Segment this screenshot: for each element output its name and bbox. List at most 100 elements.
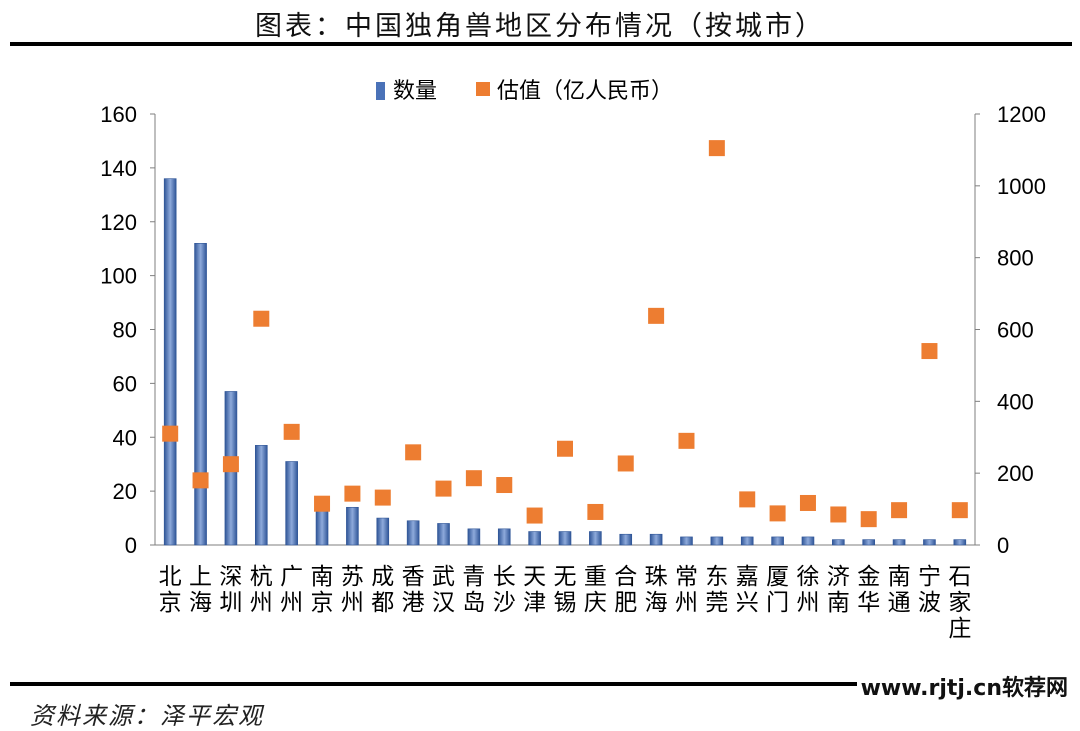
- bar-杭州: [254, 445, 268, 546]
- legend-label-valuation: 估值（亿人民币）: [497, 79, 673, 104]
- point-常州: [678, 432, 695, 449]
- category-label: 天津: [523, 564, 546, 616]
- chart-title: 图表：中国独角兽地区分布情况（按城市）: [255, 11, 825, 42]
- point-珠海: [648, 307, 665, 324]
- point-徐州: [799, 494, 816, 511]
- category-label: 嘉兴: [736, 564, 759, 616]
- category-label: 成都: [371, 564, 394, 616]
- category-label: 珠海: [645, 564, 668, 616]
- category-label: 武汉: [432, 564, 455, 616]
- category-label: 常州: [675, 564, 698, 616]
- legend-marker-swatch: [476, 82, 490, 96]
- point-杭州: [253, 310, 270, 327]
- legend-label-count: 数量: [393, 79, 437, 104]
- left-tick-label: 140: [100, 156, 137, 181]
- bar-series: [163, 178, 967, 546]
- title-divider: [10, 42, 1072, 46]
- point-青岛: [465, 470, 482, 487]
- point-武汉: [435, 480, 452, 497]
- bar-珠海: [649, 533, 663, 546]
- chart-canvas: 数量 估值（亿人民币） 0 20 40 60 80 100 120 140 160 0 200 40…: [100, 79, 1046, 642]
- category-label: 金华: [857, 564, 880, 616]
- source-note: 资料来源：泽平宏观: [30, 702, 264, 730]
- footer-divider: [10, 682, 1072, 686]
- point-苏州: [344, 485, 361, 502]
- bar-重庆: [589, 531, 602, 546]
- point-南通: [891, 502, 908, 519]
- bar-东莞: [710, 536, 724, 546]
- category-label: 济南: [827, 564, 850, 616]
- right-tick-label: 200: [997, 461, 1034, 486]
- point-宁波: [921, 343, 938, 360]
- bar-香港: [406, 520, 420, 546]
- point-东莞: [708, 140, 725, 157]
- left-tick-label: 100: [100, 264, 137, 289]
- category-label: 厦门: [766, 564, 789, 616]
- bar-嘉兴: [740, 536, 754, 546]
- bar-上海: [194, 243, 207, 546]
- bar-济南: [832, 539, 845, 546]
- point-石家庄: [951, 502, 968, 519]
- point-无锡: [557, 440, 573, 457]
- right-tick-label: 600: [997, 318, 1034, 343]
- bar-南京: [315, 509, 329, 546]
- right-tick-label: 400: [997, 389, 1034, 414]
- point-成都: [374, 489, 391, 506]
- category-label: 重庆: [584, 564, 607, 616]
- bar-宁波: [923, 539, 936, 546]
- category-label: 杭州: [250, 564, 273, 616]
- scatter-series: [162, 140, 968, 528]
- bar-青岛: [467, 528, 481, 546]
- point-合肥: [617, 455, 634, 472]
- bar-武汉: [437, 523, 450, 546]
- bar-无锡: [558, 531, 572, 546]
- category-label: 深圳: [219, 564, 242, 616]
- category-labels: 北京上海深圳杭州广州南京苏州成都香港武汉青岛长沙天津无锡重庆合肥珠海常州东莞嘉兴…: [159, 564, 972, 642]
- left-tick-label: 40: [113, 425, 137, 450]
- point-重庆: [587, 503, 604, 520]
- category-label: 青岛: [462, 564, 485, 616]
- bar-北京: [163, 178, 177, 546]
- left-tick-label: 160: [100, 102, 137, 127]
- right-tick-labels: 0 200 400 600 800 1000 1200: [975, 102, 1046, 558]
- category-label: 北京: [159, 564, 182, 616]
- bar-南通: [892, 539, 906, 546]
- point-北京: [162, 425, 179, 442]
- category-label: 苏州: [341, 564, 364, 616]
- point-广州: [283, 423, 300, 440]
- category-label: 石家庄: [948, 564, 971, 642]
- bar-广州: [285, 461, 298, 546]
- point-上海: [192, 472, 209, 489]
- bar-徐州: [801, 536, 815, 546]
- point-香港: [405, 444, 422, 461]
- category-label: 东莞: [705, 564, 728, 616]
- bar-常州: [680, 536, 693, 546]
- category-label: 长沙: [493, 564, 516, 616]
- right-tick-label: 800: [997, 246, 1034, 271]
- point-厦门: [769, 505, 786, 522]
- right-tick-label: 1200: [997, 102, 1046, 127]
- left-tick-labels: 0 20 40 60 80 100 120 140 160: [100, 102, 155, 558]
- bar-成都: [376, 517, 390, 546]
- category-label: 南京: [311, 564, 334, 616]
- left-tick-label: 80: [113, 318, 137, 343]
- bar-天津: [528, 531, 541, 546]
- point-长沙: [496, 477, 513, 494]
- bar-石家庄: [953, 539, 967, 546]
- left-tick-label: 20: [113, 479, 137, 504]
- category-label: 香港: [402, 564, 425, 616]
- point-深圳: [222, 456, 239, 473]
- bar-厦门: [771, 536, 784, 546]
- left-tick-label: 0: [125, 533, 137, 558]
- left-tick-label: 120: [100, 210, 137, 235]
- point-嘉兴: [739, 491, 756, 508]
- point-南京: [314, 495, 331, 512]
- point-金华: [860, 511, 877, 528]
- category-label: 上海: [189, 564, 212, 616]
- right-tick-label: 1000: [997, 174, 1046, 199]
- point-天津: [526, 507, 543, 524]
- bar-合肥: [619, 533, 633, 546]
- bar-长沙: [497, 528, 511, 546]
- right-tick-label: 0: [997, 533, 1009, 558]
- category-label: 徐州: [796, 564, 819, 616]
